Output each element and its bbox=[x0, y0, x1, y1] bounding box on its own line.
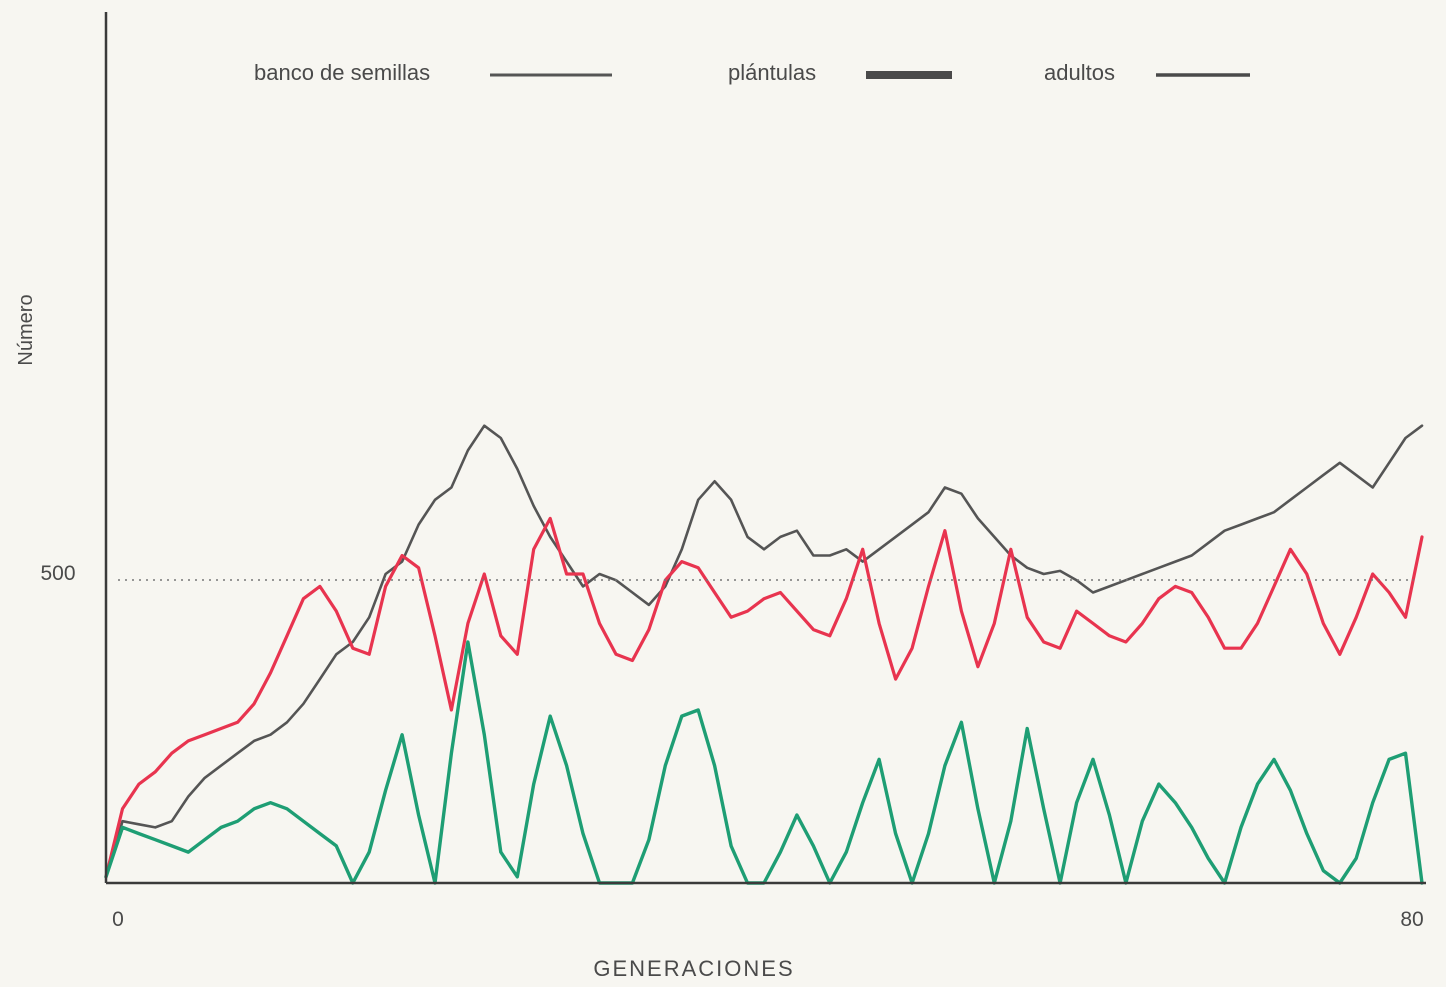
series-line-banco-de-semillas bbox=[104, 424, 1424, 879]
x-tick-label-0: 0 bbox=[112, 908, 124, 931]
series-layer bbox=[104, 424, 1424, 885]
series-line-adultos bbox=[104, 640, 1424, 885]
y-axis-label: Número bbox=[15, 294, 37, 365]
tick-layer: 0 80 500 bbox=[40, 562, 1423, 931]
legend-item-plantulas: plántulas bbox=[728, 60, 952, 85]
legend-label-plantulas: plántulas bbox=[728, 60, 816, 85]
legend-item-adultos: adultos bbox=[1044, 60, 1250, 85]
x-tick-label-80: 80 bbox=[1400, 908, 1423, 931]
x-axis-label: GENERACIONES bbox=[593, 956, 794, 981]
legend-item-banco-de-semillas: banco de semillas bbox=[254, 60, 612, 85]
series-line-plantulas bbox=[104, 516, 1424, 879]
legend: banco de semillas plántulas adultos bbox=[254, 60, 1250, 85]
y-tick-label-500: 500 bbox=[40, 562, 75, 585]
legend-label-banco-de-semillas: banco de semillas bbox=[254, 60, 430, 85]
legend-label-adultos: adultos bbox=[1044, 60, 1115, 85]
